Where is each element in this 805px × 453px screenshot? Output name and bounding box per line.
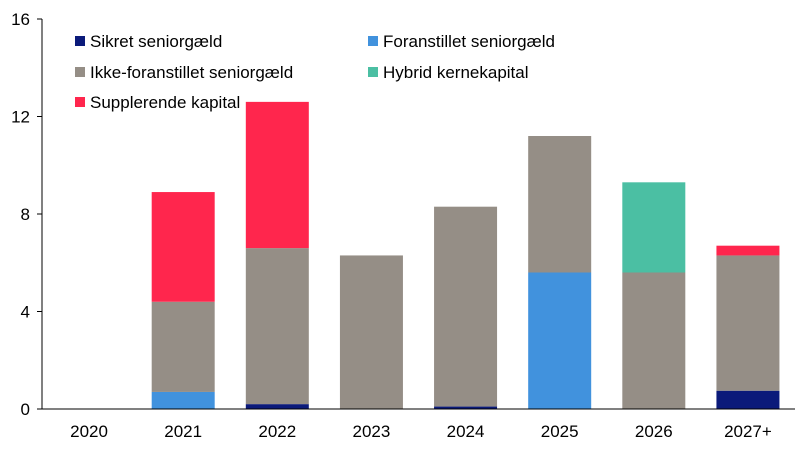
legend-swatch-ikke-foranstillet-seniorg-ld <box>75 67 85 77</box>
legend-label-supplerende-kapital: Supplerende kapital <box>90 93 240 112</box>
bar-ikke-foranstillet-seniorg-ld-2021 <box>151 301 215 392</box>
legend: Sikret seniorgæld Foranstillet seniorgæld… <box>75 32 555 112</box>
y-tick-label: 0 <box>21 400 30 419</box>
bar-ikke-foranstillet-seniorg-ld-2022 <box>245 248 309 405</box>
bar-ikke-foranstillet-seniorg-ld-2026 <box>622 272 686 409</box>
legend-label-foranstillet-seniorg-ld: Foranstillet seniorgæld <box>383 32 555 51</box>
x-tick-label: 2021 <box>164 422 202 441</box>
x-tick-label: 2025 <box>541 422 579 441</box>
bar-ikke-foranstillet-seniorg-ld-2025 <box>528 136 592 273</box>
y-tick-label: 4 <box>21 303 30 322</box>
bar-sikret-seniorg-ld-2027 <box>716 390 780 409</box>
bar-supplerende-kapital-2021 <box>151 192 215 302</box>
bar-sikret-seniorg-ld-2022 <box>245 404 309 410</box>
bar-hybrid-kernekapital-2026 <box>622 182 686 273</box>
bar-supplerende-kapital-2022 <box>245 101 309 249</box>
x-tick-label: 2020 <box>70 422 108 441</box>
axes-group: 0 4 8 12 16 2020 2021 2022 2023 2024 2025 2026 2027+ <box>11 10 795 441</box>
legend-label-hybrid-kernekapital: Hybrid kernekapital <box>383 63 529 82</box>
bar-ikke-foranstillet-seniorg-ld-2024 <box>434 206 498 407</box>
y-tick-label: 12 <box>11 108 30 127</box>
bar-supplerende-kapital-2027 <box>716 245 780 256</box>
bar-foranstillet-seniorg-ld-2021 <box>151 391 215 409</box>
bar-ikke-foranstillet-seniorg-ld-2027 <box>716 255 780 391</box>
x-tick-label: 2026 <box>635 422 673 441</box>
x-tick-label: 2022 <box>258 422 296 441</box>
x-tick-label: 2024 <box>447 422 485 441</box>
bar-ikke-foranstillet-seniorg-ld-2023 <box>339 255 403 409</box>
legend-swatch-foranstillet-seniorg-ld <box>368 36 378 46</box>
y-tick-label: 16 <box>11 10 30 29</box>
legend-label-sikret-seniorg-ld: Sikret seniorgæld <box>90 32 222 51</box>
bar-foranstillet-seniorg-ld-2025 <box>528 272 592 409</box>
legend-swatch-supplerende-kapital <box>75 97 85 107</box>
x-tick-label: 2027+ <box>724 422 772 441</box>
x-tick-label: 2023 <box>353 422 391 441</box>
y-tick-label: 8 <box>21 205 30 224</box>
bar-sikret-seniorg-ld-2024 <box>434 406 498 409</box>
legend-swatch-sikret-seniorg-ld <box>75 36 85 46</box>
legend-swatch-hybrid-kernekapital <box>368 67 378 77</box>
bars-group <box>151 101 780 410</box>
legend-label-ikke-foranstillet-seniorg-ld: Ikke-foranstillet seniorgæld <box>90 63 293 82</box>
